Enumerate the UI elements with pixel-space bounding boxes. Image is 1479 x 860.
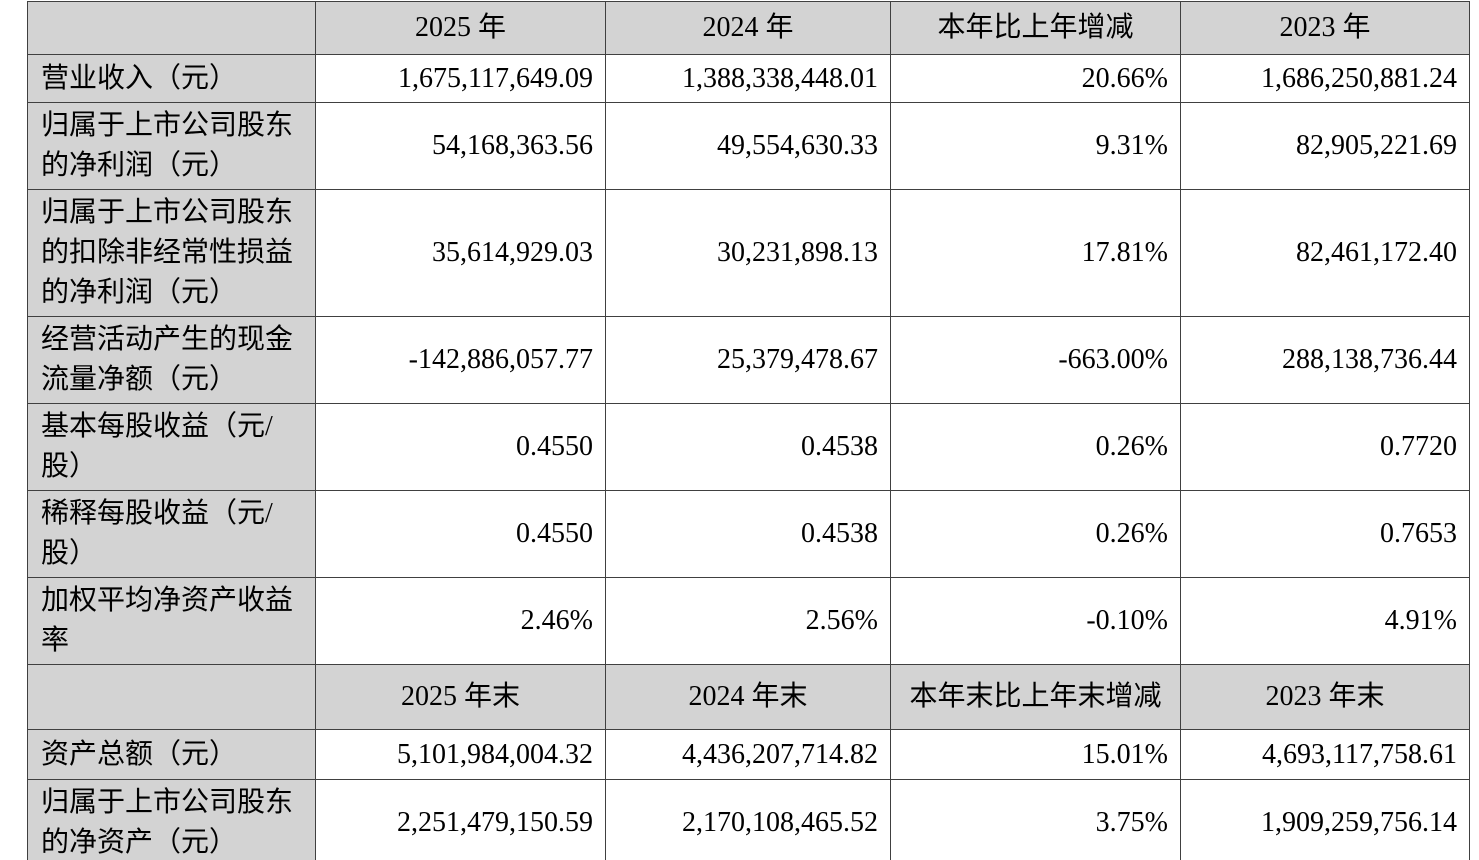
header-cell-2023-end: 2023 年末 — [1180, 664, 1470, 730]
cell-value: 2,170,108,465.52 — [605, 779, 891, 860]
cell-value: 25,379,478.67 — [605, 316, 891, 404]
table-row-weighted-avg-roe: 加权平均净资产收益率 2.46% 2.56% -0.10% 4.91% — [27, 577, 1470, 665]
cell-value: 0.4550 — [315, 403, 606, 491]
cell-value: 15.01% — [890, 729, 1181, 780]
cell-value: 1,909,259,756.14 — [1180, 779, 1470, 860]
cell-value: 1,686,250,881.24 — [1180, 54, 1470, 103]
header-cell-2025: 2025 年 — [315, 1, 606, 55]
cell-value: 82,905,221.69 — [1180, 102, 1470, 190]
cell-value: 288,138,736.44 — [1180, 316, 1470, 404]
header-row-annual: 2025 年 2024 年 本年比上年增减 2023 年 — [27, 1, 1470, 55]
cell-value: 4,693,117,758.61 — [1180, 729, 1470, 780]
cell-value: 4,436,207,714.82 — [605, 729, 891, 780]
cell-value: 2.46% — [315, 577, 606, 665]
cell-value: 2.56% — [605, 577, 891, 665]
row-label: 稀释每股收益（元/股） — [27, 490, 316, 578]
cell-value: 0.7653 — [1180, 490, 1470, 578]
financial-summary-table: 2025 年 2024 年 本年比上年增减 2023 年 营业收入（元） 1,6… — [27, 1, 1470, 860]
row-label: 归属于上市公司股东的净资产（元） — [27, 779, 316, 860]
cell-value: 0.4550 — [315, 490, 606, 578]
row-label: 归属于上市公司股东的净利润（元） — [27, 102, 316, 190]
header-cell-2024: 2024 年 — [605, 1, 891, 55]
cell-value: 1,675,117,649.09 — [315, 54, 606, 103]
table-row-net-assets: 归属于上市公司股东的净资产（元） 2,251,479,150.59 2,170,… — [27, 779, 1470, 860]
table-row-basic-eps: 基本每股收益（元/股） 0.4550 0.4538 0.26% 0.7720 — [27, 403, 1470, 491]
row-label: 营业收入（元） — [27, 54, 316, 103]
cell-value: 82,461,172.40 — [1180, 189, 1470, 317]
header-cell-2025-end: 2025 年末 — [315, 664, 606, 730]
row-label: 加权平均净资产收益率 — [27, 577, 316, 665]
table-row-net-profit-excl-nonrecurring: 归属于上市公司股东的扣除非经常性损益的净利润（元） 35,614,929.03 … — [27, 189, 1470, 317]
cell-value: 49,554,630.33 — [605, 102, 891, 190]
table-row-net-profit: 归属于上市公司股东的净利润（元） 54,168,363.56 49,554,63… — [27, 102, 1470, 190]
cell-value: 20.66% — [890, 54, 1181, 103]
cell-value: 5,101,984,004.32 — [315, 729, 606, 780]
table-row-operating-cash-flow: 经营活动产生的现金流量净额（元） -142,886,057.77 25,379,… — [27, 316, 1470, 404]
cell-value: 0.7720 — [1180, 403, 1470, 491]
cell-value: 2,251,479,150.59 — [315, 779, 606, 860]
cell-value: -142,886,057.77 — [315, 316, 606, 404]
table-row-operating-revenue: 营业收入（元） 1,675,117,649.09 1,388,338,448.0… — [27, 54, 1470, 103]
cell-value: 4.91% — [1180, 577, 1470, 665]
row-label: 资产总额（元） — [27, 729, 316, 780]
cell-value: 17.81% — [890, 189, 1181, 317]
cell-value: 0.26% — [890, 490, 1181, 578]
cell-value: 9.31% — [890, 102, 1181, 190]
header-blank-cell — [27, 664, 316, 730]
row-label: 经营活动产生的现金流量净额（元） — [27, 316, 316, 404]
cell-value: 35,614,929.03 — [315, 189, 606, 317]
header-cell-yoy-change: 本年比上年增减 — [890, 1, 1181, 55]
header-cell-2023: 2023 年 — [1180, 1, 1470, 55]
row-label: 基本每股收益（元/股） — [27, 403, 316, 491]
cell-value: 0.26% — [890, 403, 1181, 491]
header-cell-end-change: 本年末比上年末增减 — [890, 664, 1181, 730]
table-row-total-assets: 资产总额（元） 5,101,984,004.32 4,436,207,714.8… — [27, 729, 1470, 780]
cell-value: -0.10% — [890, 577, 1181, 665]
header-row-period-end: 2025 年末 2024 年末 本年末比上年末增减 2023 年末 — [27, 664, 1470, 730]
header-blank-cell — [27, 1, 316, 55]
row-label: 归属于上市公司股东的扣除非经常性损益的净利润（元） — [27, 189, 316, 317]
table-row-diluted-eps: 稀释每股收益（元/股） 0.4550 0.4538 0.26% 0.7653 — [27, 490, 1470, 578]
cell-value: -663.00% — [890, 316, 1181, 404]
cell-value: 1,388,338,448.01 — [605, 54, 891, 103]
cell-value: 0.4538 — [605, 403, 891, 491]
cell-value: 30,231,898.13 — [605, 189, 891, 317]
header-cell-2024-end: 2024 年末 — [605, 664, 891, 730]
cell-value: 54,168,363.56 — [315, 102, 606, 190]
cell-value: 0.4538 — [605, 490, 891, 578]
cell-value: 3.75% — [890, 779, 1181, 860]
